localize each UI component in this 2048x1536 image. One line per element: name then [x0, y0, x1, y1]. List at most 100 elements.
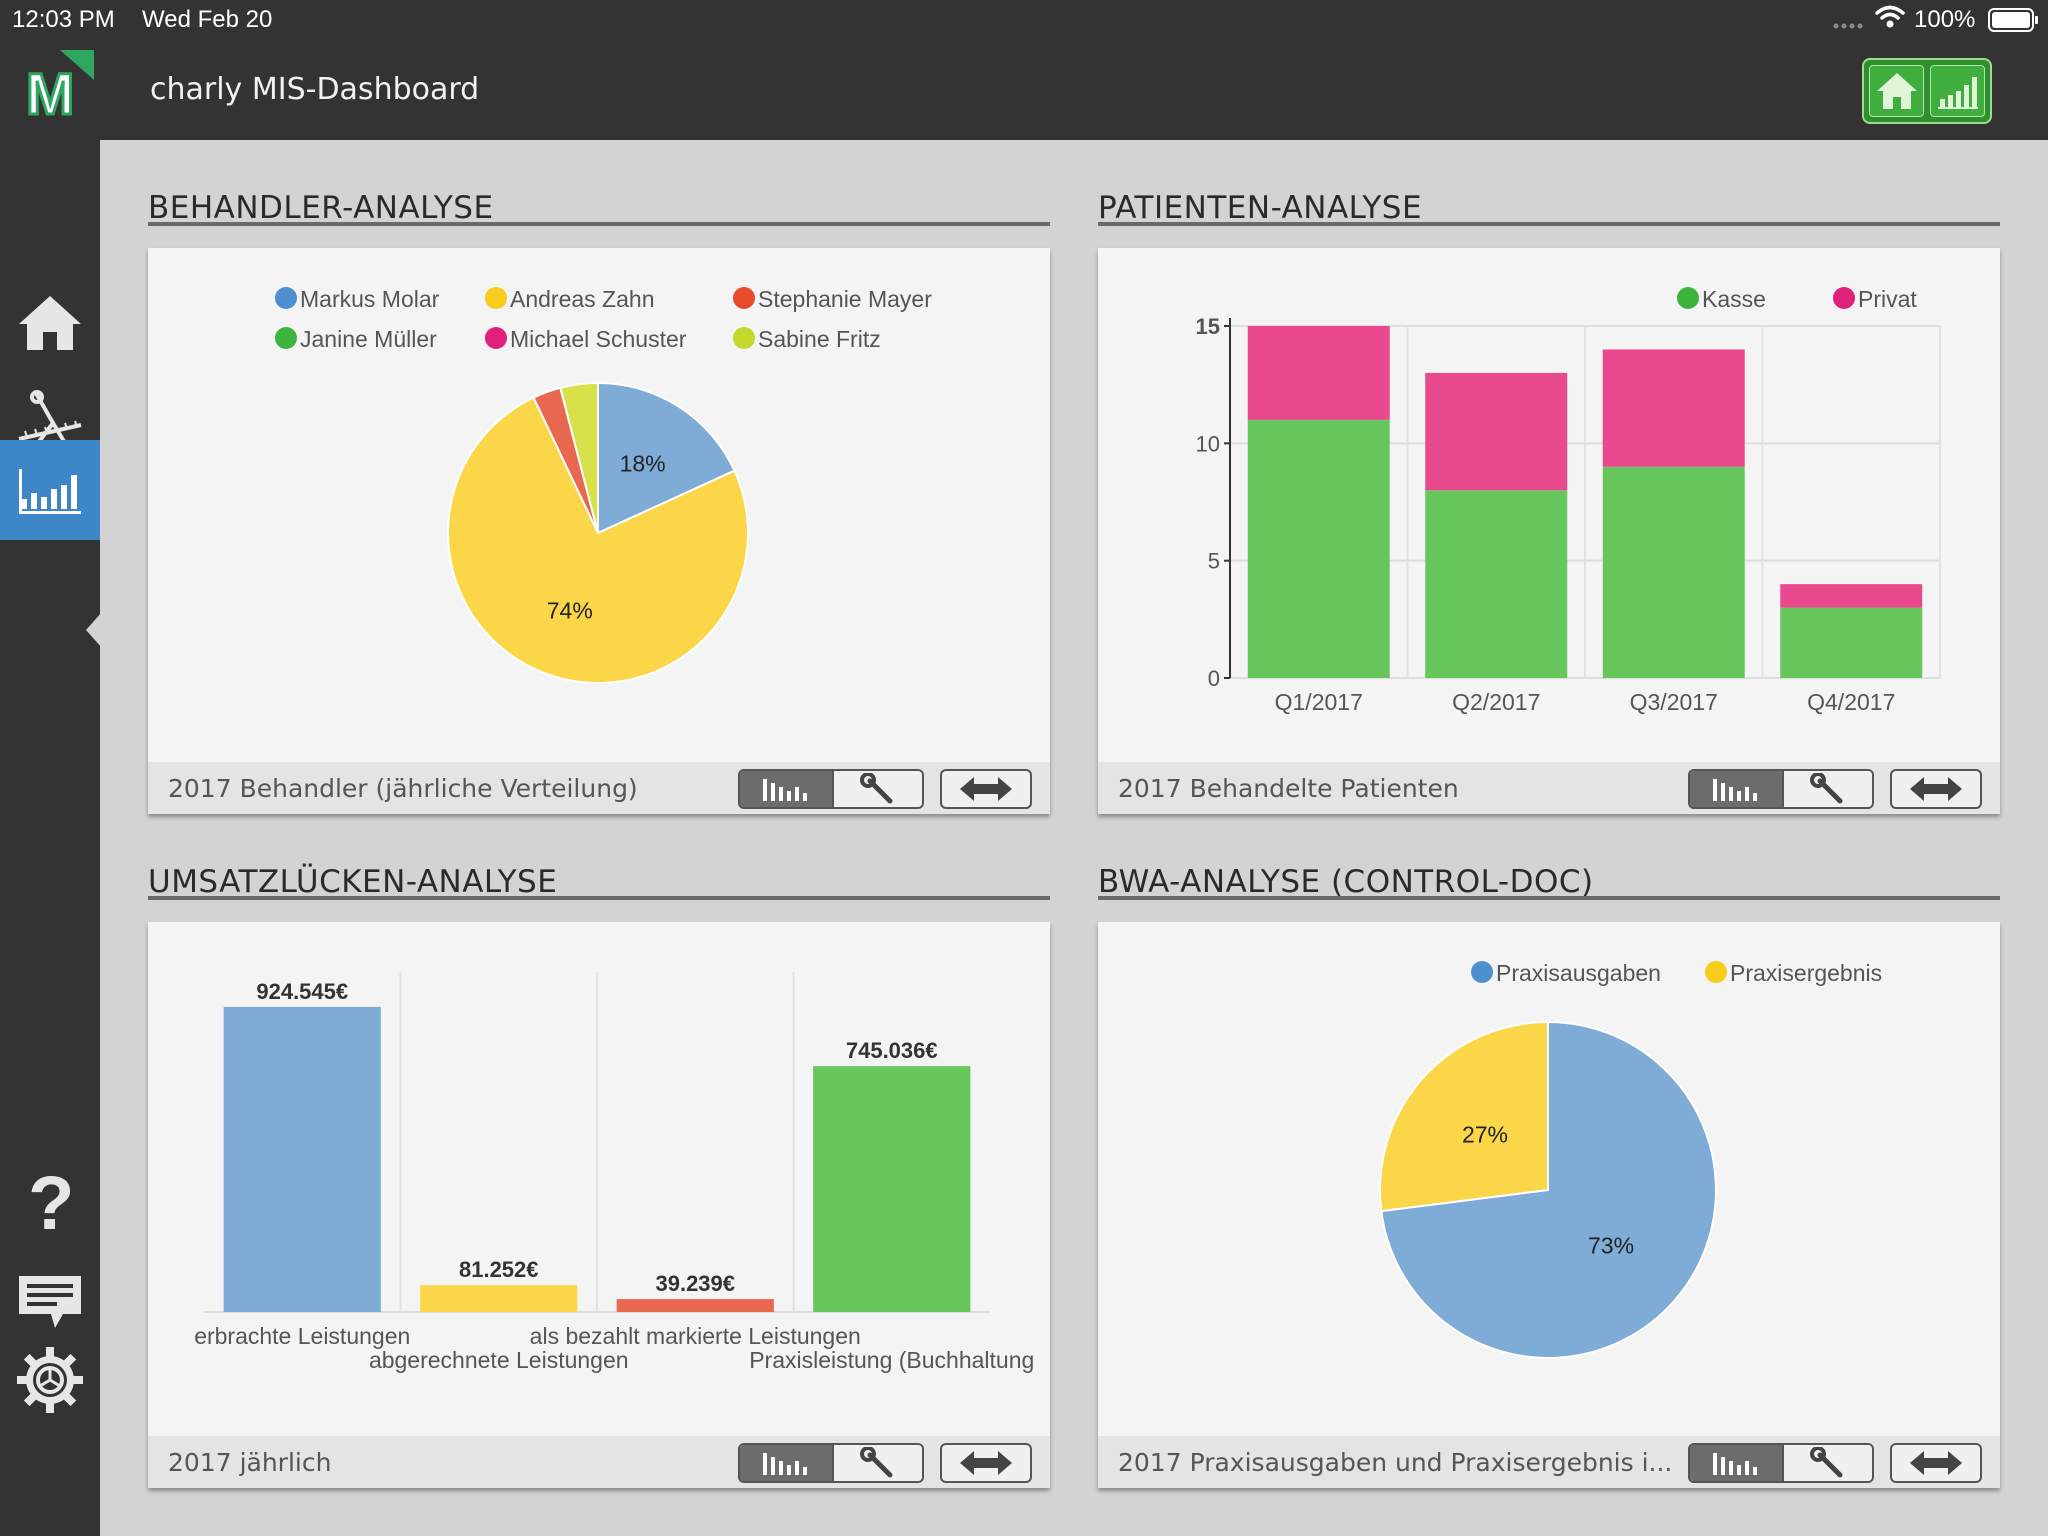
bwa-footer: 2017 Praxisausgaben und Praxisergebnis i…	[1098, 1436, 2000, 1488]
bar-value-als-bezahlt-markierte-leistungen: 39.239€	[655, 1271, 735, 1296]
legend-dot-michael-schuster	[485, 327, 507, 349]
bar-privat-q1-2017	[1247, 326, 1390, 420]
sidebar-item-home[interactable]	[0, 272, 100, 372]
pie-slice-markus-molar	[597, 381, 736, 535]
x-tick-label-q4-2017: Q4/2017	[1807, 689, 1895, 715]
bar-chart-icon	[763, 779, 807, 801]
status-time: 12:03 PM	[12, 6, 115, 33]
app-title: charly MIS-Dashboard	[150, 72, 480, 107]
expand-arrows-icon	[960, 777, 1012, 801]
bar-kasse-q2-2017	[1425, 490, 1568, 678]
wifi-icon	[1874, 2, 1906, 39]
bwa-view-toggle	[1688, 1443, 1874, 1483]
bwa-settings-button[interactable]	[1782, 1445, 1872, 1481]
sidebar-item-messages[interactable]	[0, 1252, 100, 1352]
behandler-title-line	[148, 222, 1050, 226]
bwa-expand-button[interactable]	[1890, 1443, 1982, 1483]
legend-label-praxisergebnis: Praxisergebnis	[1730, 960, 1882, 986]
x-tick-label-q1-2017: Q1/2017	[1275, 689, 1363, 715]
bwa-card: Praxisausgaben Praxisergebnis 73% 27% 2017 …	[1098, 922, 2000, 1488]
bar-value-abgerechnete-leistungen: 81.252€	[459, 1257, 539, 1282]
pie-slice-praxisergebnis	[1379, 1020, 1549, 1213]
chart-icon	[19, 469, 81, 514]
legend-label-michael-schuster: Michael Schuster	[510, 326, 687, 352]
patienten-expand-button[interactable]	[1890, 769, 1982, 809]
umsatz-title: UMSATZLÜCKEN-ANALYSE	[148, 864, 558, 900]
legend-label-kasse: Kasse	[1702, 286, 1766, 312]
bar-chart-icon	[1713, 779, 1757, 801]
bwa-title-line	[1098, 896, 2000, 900]
legend-dot-kasse	[1677, 287, 1699, 309]
header-chart-button[interactable]	[1930, 65, 1985, 117]
legend-dot-janine-m-ller	[275, 327, 297, 349]
home-icon	[19, 296, 81, 350]
header-home-button[interactable]	[1869, 65, 1924, 117]
bar-value-erbrachte-leistungen: 924.545€	[256, 979, 348, 1004]
legend-label-privat: Privat	[1858, 286, 1917, 312]
patienten-footer-label: 2017 Behandelte Patienten	[1118, 774, 1459, 803]
behandler-footer-label: 2017 Behandler (jährliche Verteilung)	[168, 774, 638, 803]
sidebar-item-settings[interactable]	[0, 1330, 100, 1430]
pie-slice-sabine-fritz	[559, 381, 599, 534]
pie-label-andreas-zahn: 74%	[547, 598, 593, 624]
x-tick-label-q2-2017: Q2/2017	[1452, 689, 1540, 715]
bar-chart-icon	[1937, 77, 1978, 109]
behandler-footer: 2017 Behandler (jährliche Verteilung)	[148, 762, 1050, 814]
legend-label-markus-molar: Markus Molar	[300, 286, 440, 312]
expand-arrows-icon	[1910, 1451, 1962, 1475]
bar-abgerechnete-leistungen	[420, 1285, 578, 1312]
pie-label-praxisergebnis: 27%	[1462, 1121, 1508, 1147]
behandler-expand-button[interactable]	[940, 769, 1032, 809]
patienten-view-toggle	[1688, 769, 1874, 809]
bar-privat-q4-2017	[1780, 584, 1923, 608]
legend-dot-stephanie-mayer	[733, 287, 755, 309]
umsatz-card: 924.545€ erbrachte Leistungen 81.252€ abger…	[148, 922, 1050, 1488]
bar-value-praxisleistung-buchhaltung: 745.036€	[846, 1038, 938, 1063]
bwa-chart-view-button[interactable]	[1690, 1445, 1782, 1481]
legend-label-andreas-zahn: Andreas Zahn	[510, 286, 654, 312]
umsatz-bar-chart[interactable]: 924.545€ erbrachte Leistungen 81.252€ abger…	[148, 922, 1050, 1436]
bar-privat-q2-2017	[1425, 372, 1568, 491]
behandler-settings-button[interactable]	[832, 771, 922, 807]
signal-icon	[1832, 2, 1866, 39]
bar-praxisleistung-buchhaltung	[813, 1066, 971, 1312]
message-icon	[19, 1276, 81, 1328]
umsatz-expand-button[interactable]	[940, 1443, 1032, 1483]
bar-chart-icon	[1713, 1453, 1757, 1475]
y-tick-label-10: 10	[1196, 431, 1220, 456]
patienten-footer: 2017 Behandelte Patienten	[1098, 762, 2000, 814]
umsatz-footer-label: 2017 jährlich	[168, 1448, 332, 1477]
bwa-pie-chart[interactable]: Praxisausgaben Praxisergebnis 73% 27%	[1098, 922, 2000, 1436]
wrench-icon	[860, 773, 893, 804]
top-bar: 12:03 PM Wed Feb 20 100% M charly MIS-Da…	[0, 0, 2048, 140]
x-tick-label-erbrachte-leistungen: erbrachte Leistungen	[194, 1323, 410, 1349]
behandler-view-toggle	[738, 769, 924, 809]
legend-dot-markus-molar	[275, 287, 297, 309]
pie-slice-andreas-zahn	[447, 396, 749, 684]
bar-kasse-q4-2017	[1780, 607, 1923, 678]
settings-icon	[17, 1347, 83, 1413]
patienten-bar-chart[interactable]: Kasse Privat 0 5 10 15 Q1/2017 Q2/2017 Q3/2017 Q4…	[1098, 248, 2000, 762]
behandler-card: Markus Molar Andreas Zahn Stephanie Mayer J…	[148, 248, 1050, 814]
behandler-title: BEHANDLER-ANALYSE	[148, 190, 494, 226]
umsatz-chart-view-button[interactable]	[740, 1445, 832, 1481]
bar-kasse-q3-2017	[1602, 466, 1745, 678]
patienten-chart-view-button[interactable]	[1690, 771, 1782, 807]
behandler-pie-chart[interactable]: Markus Molar Andreas Zahn Stephanie Mayer J…	[148, 248, 1050, 762]
umsatz-footer: 2017 jährlich	[148, 1436, 1050, 1488]
umsatz-settings-button[interactable]	[832, 1445, 922, 1481]
bwa-footer-label: 2017 Praxisausgaben und Praxisergebnis i…	[1118, 1448, 1673, 1477]
umsatz-view-toggle	[738, 1443, 924, 1483]
sidebar-item-help[interactable]: ?	[0, 1152, 100, 1252]
wrench-icon	[860, 1447, 893, 1478]
pie-label-praxisausgaben: 73%	[1588, 1233, 1634, 1259]
patienten-settings-button[interactable]	[1782, 771, 1872, 807]
umsatz-title-line	[148, 896, 1050, 900]
battery-percent: 100%	[1914, 6, 1976, 33]
bar-privat-q3-2017	[1602, 349, 1745, 467]
behandler-chart-view-button[interactable]	[740, 771, 832, 807]
bar-kasse-q1-2017	[1247, 419, 1390, 678]
sidebar-item-charts[interactable]	[0, 440, 100, 540]
legend-dot-sabine-fritz	[733, 327, 755, 349]
expand-arrows-icon	[960, 1451, 1012, 1475]
